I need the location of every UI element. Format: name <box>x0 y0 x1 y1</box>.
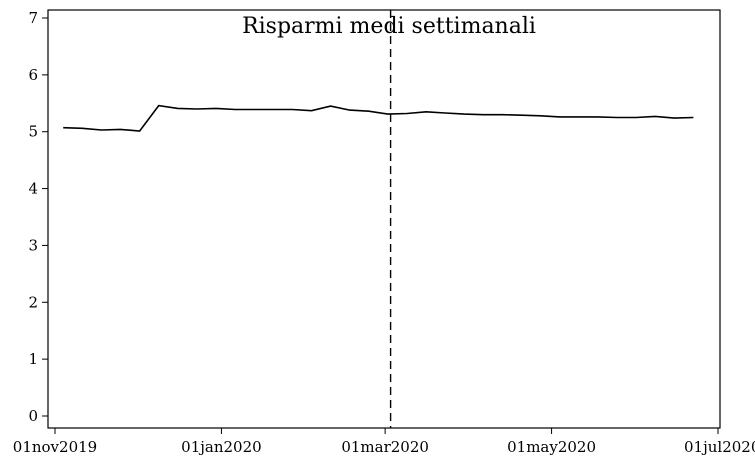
x-axis: 01nov2019 01jan2020 01mar2020 01may2020 01ju… <box>13 428 755 456</box>
x-tick-label: 01jan2020 <box>181 438 262 456</box>
y-tick-label: 2 <box>28 293 38 311</box>
plot-area <box>47 9 721 429</box>
y-axis: 0 1 2 3 4 5 6 7 <box>28 9 48 425</box>
x-tick-label: 01mar2020 <box>341 438 429 456</box>
chart-title: Risparmi medi settimanali <box>242 14 536 39</box>
x-tick-label: 01may2020 <box>507 438 596 456</box>
y-tick-label: 6 <box>28 66 38 84</box>
x-tick-label: 01nov2019 <box>13 438 97 456</box>
y-tick-label: 3 <box>28 236 38 254</box>
y-tick-label: 5 <box>28 123 38 141</box>
y-tick-label: 0 <box>28 407 38 425</box>
series-line <box>63 104 694 132</box>
y-tick-label: 4 <box>28 180 38 198</box>
y-tick-label: 7 <box>28 9 38 27</box>
y-tick-label: 1 <box>28 350 38 368</box>
x-tick-label: 01jul2020 <box>684 438 755 456</box>
